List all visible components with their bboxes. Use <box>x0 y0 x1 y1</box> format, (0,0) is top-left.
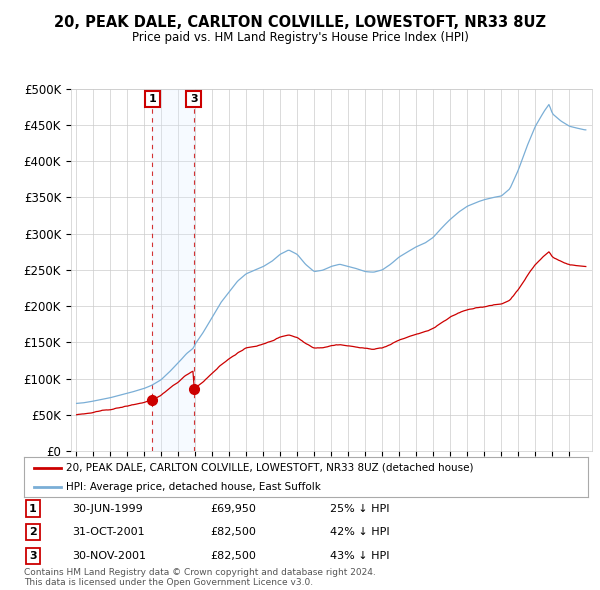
Text: 3: 3 <box>190 94 197 104</box>
Text: 30-NOV-2001: 30-NOV-2001 <box>72 551 146 560</box>
Text: 43% ↓ HPI: 43% ↓ HPI <box>330 551 389 560</box>
Text: £69,950: £69,950 <box>210 504 256 513</box>
Text: Price paid vs. HM Land Registry's House Price Index (HPI): Price paid vs. HM Land Registry's House … <box>131 31 469 44</box>
Text: 2: 2 <box>29 527 37 537</box>
Text: 42% ↓ HPI: 42% ↓ HPI <box>330 527 389 537</box>
Text: 20, PEAK DALE, CARLTON COLVILLE, LOWESTOFT, NR33 8UZ (detached house): 20, PEAK DALE, CARLTON COLVILLE, LOWESTO… <box>66 463 474 473</box>
Text: 1: 1 <box>149 94 157 104</box>
Text: £82,500: £82,500 <box>210 551 256 560</box>
Text: 25% ↓ HPI: 25% ↓ HPI <box>330 504 389 513</box>
Text: 20, PEAK DALE, CARLTON COLVILLE, LOWESTOFT, NR33 8UZ: 20, PEAK DALE, CARLTON COLVILLE, LOWESTO… <box>54 15 546 30</box>
Text: 31-OCT-2001: 31-OCT-2001 <box>72 527 145 537</box>
Text: 1: 1 <box>29 504 37 513</box>
Text: 30-JUN-1999: 30-JUN-1999 <box>72 504 143 513</box>
Text: HPI: Average price, detached house, East Suffolk: HPI: Average price, detached house, East… <box>66 482 321 491</box>
Text: 3: 3 <box>29 551 37 560</box>
Text: Contains HM Land Registry data © Crown copyright and database right 2024.
This d: Contains HM Land Registry data © Crown c… <box>24 568 376 587</box>
Bar <box>152 88 194 451</box>
Text: £82,500: £82,500 <box>210 527 256 537</box>
